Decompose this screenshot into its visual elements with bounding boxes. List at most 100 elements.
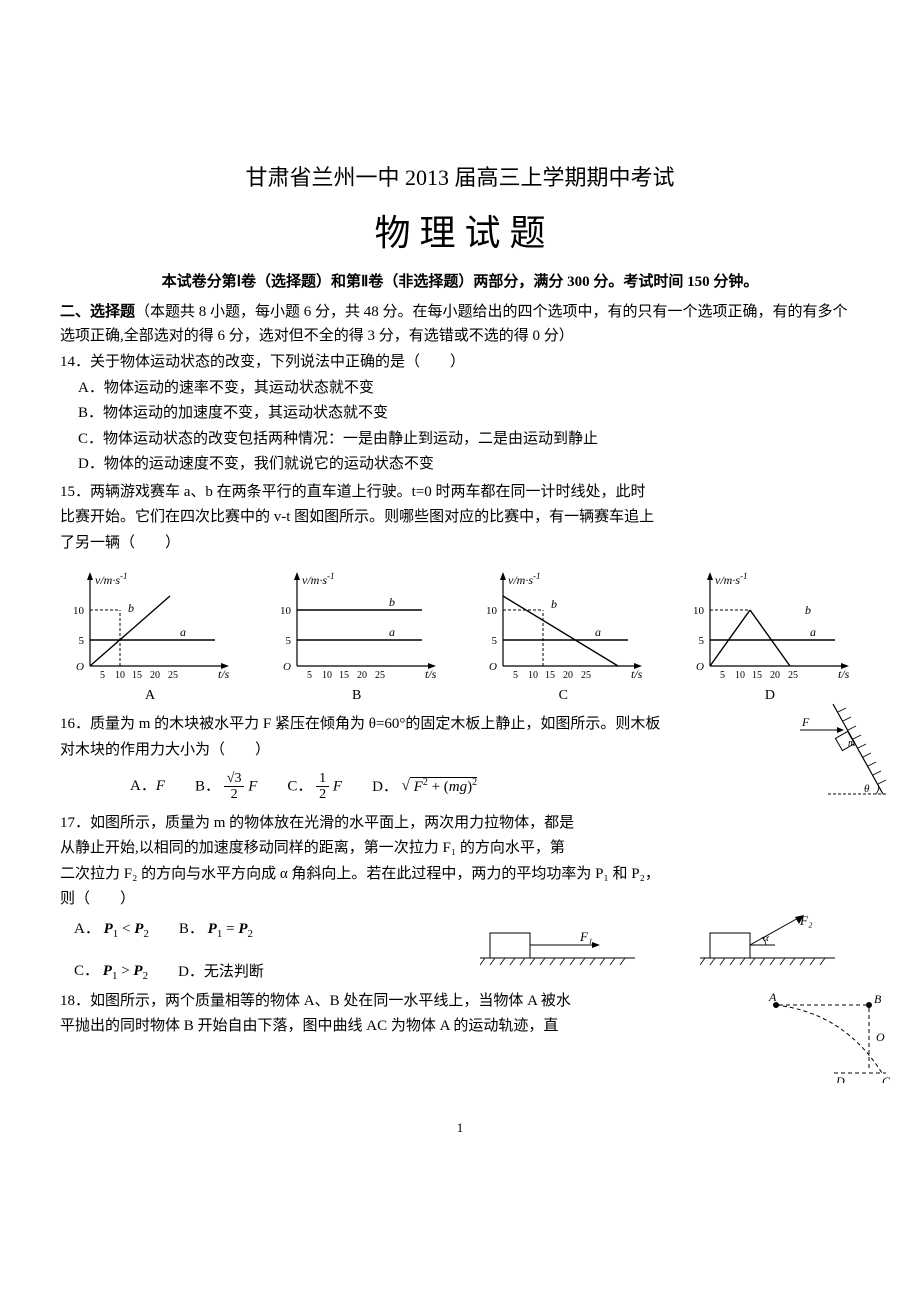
svg-text:10: 10 bbox=[735, 670, 745, 681]
svg-text:15: 15 bbox=[339, 670, 349, 681]
svg-text:D: D bbox=[835, 1074, 845, 1083]
svg-text:a: a bbox=[389, 625, 395, 639]
svg-text:F₂: F₂ bbox=[799, 913, 813, 928]
q14-choice-c: C．物体运动状态的改变包括两种情况：一是由静止到运动，二是由运动到静止 bbox=[60, 427, 860, 453]
svg-text:10: 10 bbox=[693, 605, 705, 617]
section-2: 二、选择题（本题共 8 小题，每小题 6 分，共 48 分。在每小题给出的四个选… bbox=[60, 300, 860, 348]
q15-stem-2: 比赛开始。它们在四次比赛中的 v-t 图如图所示。则哪些图对应的比赛中，有一辆赛… bbox=[60, 505, 860, 531]
svg-text:15: 15 bbox=[545, 670, 555, 681]
q16-diagram: F θ m bbox=[788, 694, 898, 824]
svg-text:θ: θ bbox=[864, 783, 870, 795]
svg-text:F: F bbox=[801, 715, 810, 729]
q15-chart-d: v/m·s-1 t/s O 5 10 510152025 a b bbox=[680, 566, 860, 686]
question-18: 18．如图所示，两个质量相等的物体 A、B 处在同一水平线上，当物体 A 被水 … bbox=[60, 989, 860, 1040]
q15-stem-1: 15．两辆游戏赛车 a、b 在两条平行的直车道上行驶。t=0 时两车都在同一计时… bbox=[60, 480, 860, 506]
svg-text:10: 10 bbox=[486, 605, 498, 617]
question-16: 16．质量为 m 的木块被水平力 F 紧压在倾角为 θ=60°的固定木板上静止，… bbox=[60, 712, 860, 803]
q15-chart-a-label: A bbox=[145, 688, 155, 704]
svg-text:5: 5 bbox=[285, 635, 291, 647]
q18-stem-1: 18．如图所示，两个质量相等的物体 A、B 处在同一水平线上，当物体 A 被水 bbox=[60, 989, 860, 1015]
exam-instruction: 本试卷分第Ⅰ卷（选择题）和第Ⅱ卷（非选择题）两部分，满分 300 分。考试时间 … bbox=[60, 270, 860, 294]
q14-choice-b: B．物体运动的加速度不变，其运动状态就不变 bbox=[60, 401, 860, 427]
svg-text:B: B bbox=[874, 993, 882, 1006]
q14-stem: 14．关于物体运动状态的改变，下列说法中正确的是（ ） bbox=[60, 350, 860, 376]
page-container: 甘肃省兰州一中 2013 届高三上学期期中考试 物 理 试 题 本试卷分第Ⅰ卷（… bbox=[0, 0, 920, 1176]
svg-text:25: 25 bbox=[581, 670, 591, 681]
svg-text:15: 15 bbox=[752, 670, 762, 681]
svg-text:O: O bbox=[696, 661, 704, 673]
svg-text:10: 10 bbox=[73, 605, 85, 617]
svg-text:10: 10 bbox=[280, 605, 292, 617]
svg-text:5: 5 bbox=[698, 635, 704, 647]
svg-text:O: O bbox=[76, 661, 84, 673]
svg-text:5: 5 bbox=[307, 670, 312, 681]
question-14: 14．关于物体运动状态的改变，下列说法中正确的是（ ） A．物体运动的速率不变，… bbox=[60, 350, 860, 478]
q16-choices: A．F B． √32 F C． 12 F D． √ F2 + (mg)2 bbox=[60, 771, 860, 803]
x-axis-label: t/s bbox=[218, 667, 230, 681]
svg-text:20: 20 bbox=[357, 670, 367, 681]
q16-choice-b: B． √32 F bbox=[195, 771, 257, 803]
svg-text:15: 15 bbox=[132, 670, 142, 681]
svg-text:O: O bbox=[876, 1030, 885, 1044]
section-2-intro: （本题共 8 小题，每小题 6 分，共 48 分。在每小题给出的四个选项中，有的… bbox=[60, 304, 848, 344]
svg-text:b: b bbox=[805, 603, 811, 617]
exam-title: 甘肃省兰州一中 2013 届高三上学期期中考试 bbox=[60, 160, 860, 192]
svg-text:5: 5 bbox=[79, 635, 85, 647]
svg-text:a: a bbox=[810, 625, 816, 639]
q17-choice-b: B． P1 = P2 bbox=[179, 917, 253, 944]
q15-chart-b-wrap: v/m·s-1 t/s O 5 10 5 10 15 20 25 a b B bbox=[267, 566, 447, 704]
q15-chart-b-label: B bbox=[352, 688, 361, 704]
q17-choices-row-2: C． P1 > P2 D．无法判断 bbox=[60, 959, 264, 986]
q16-choice-a: A．F bbox=[130, 774, 165, 800]
svg-text:5: 5 bbox=[513, 670, 518, 681]
q15-chart-a-wrap: v/m·s-1 t/s O 5 10 510152025 a b A bbox=[60, 566, 240, 704]
svg-text:t/s: t/s bbox=[631, 667, 643, 681]
svg-text:a: a bbox=[180, 625, 186, 639]
svg-text:25: 25 bbox=[375, 670, 385, 681]
svg-text:t/s: t/s bbox=[838, 667, 850, 681]
svg-text:5: 5 bbox=[720, 670, 725, 681]
q16-choice-c: C． 12 F bbox=[287, 771, 342, 803]
svg-text:v/m·s-1: v/m·s-1 bbox=[715, 571, 748, 587]
q17-stem-3: 二次拉力 F₂ 的方向与水平方向成 α 角斜向上。若在此过程中，两力的平均功率为… bbox=[60, 862, 860, 888]
q15-chart-c: v/m·s-1 t/s O 5 10 510152025 a b bbox=[473, 566, 653, 686]
q16-stem-2: 对木块的作用力大小为（ ） bbox=[60, 738, 860, 764]
q16-choice-d: D． √ F2 + (mg)2 bbox=[372, 774, 477, 801]
exam-subtitle: 物 理 试 题 bbox=[60, 204, 860, 256]
q17-stem-2: 从静止开始,以相同的加速度移动同样的距离，第一次拉力 F₁ 的方向水平，第 bbox=[60, 836, 860, 862]
svg-text:10: 10 bbox=[528, 670, 538, 681]
q17-choice-d: D．无法判断 bbox=[178, 960, 264, 986]
svg-text:O: O bbox=[283, 661, 291, 673]
svg-text:F₁: F₁ bbox=[579, 929, 592, 944]
q14-choice-a: A．物体运动的速率不变，其运动状态就不变 bbox=[60, 376, 860, 402]
svg-text:m: m bbox=[848, 738, 855, 749]
svg-text:v/m·s-1: v/m·s-1 bbox=[302, 571, 335, 587]
q17-diagram-2: α F₂ bbox=[700, 913, 840, 973]
svg-text:b: b bbox=[389, 595, 395, 609]
q14-choice-d: D．物体的运动速度不变，我们就说它的运动状态不变 bbox=[60, 452, 860, 478]
svg-text:b: b bbox=[128, 601, 134, 615]
q17-diagrams: F₁ α F₂ bbox=[480, 913, 840, 973]
q15-chart-d-wrap: v/m·s-1 t/s O 5 10 510152025 a b D bbox=[680, 566, 860, 704]
svg-text:O: O bbox=[489, 661, 497, 673]
svg-text:10: 10 bbox=[322, 670, 332, 681]
svg-text:b: b bbox=[551, 597, 557, 611]
svg-text:5: 5 bbox=[100, 670, 105, 681]
question-15: 15．两辆游戏赛车 a、b 在两条平行的直车道上行驶。t=0 时两车都在同一计时… bbox=[60, 480, 860, 557]
y-axis-label: v/m·s-1 bbox=[95, 571, 128, 587]
q15-chart-d-label: D bbox=[765, 688, 775, 704]
section-2-label: 二、选择题 bbox=[60, 304, 135, 320]
svg-text:25: 25 bbox=[168, 670, 178, 681]
svg-text:C: C bbox=[882, 1074, 891, 1083]
q15-chart-c-label: C bbox=[559, 688, 568, 704]
svg-text:t/s: t/s bbox=[425, 667, 437, 681]
svg-text:10: 10 bbox=[115, 670, 125, 681]
q18-diagram: A B O D C bbox=[764, 993, 904, 1093]
q15-chart-a: v/m·s-1 t/s O 5 10 510152025 a b bbox=[60, 566, 240, 686]
svg-text:20: 20 bbox=[563, 670, 573, 681]
question-17: 17．如图所示，质量为 m 的物体放在光滑的水平面上，两次用力拉物体，都是 从静… bbox=[60, 811, 860, 987]
svg-text:5: 5 bbox=[492, 635, 498, 647]
q17-choice-a: A． P1 < P2 bbox=[74, 917, 149, 944]
q17-choice-c: C． P1 > P2 bbox=[74, 959, 148, 986]
svg-text:v/m·s-1: v/m·s-1 bbox=[508, 571, 541, 587]
